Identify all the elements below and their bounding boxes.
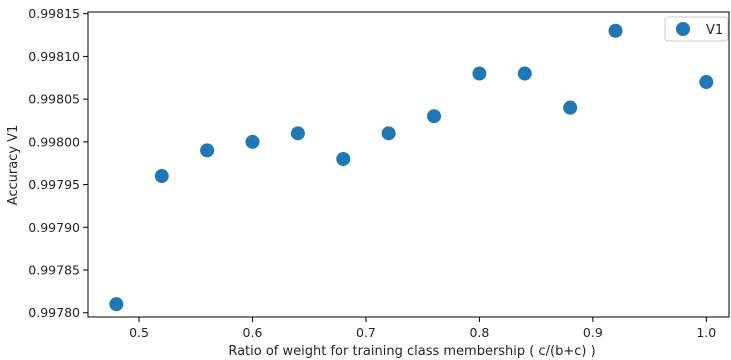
y-tick-label: 0.99800 <box>28 134 80 149</box>
data-point <box>427 109 442 124</box>
y-tick-label: 0.99785 <box>28 263 80 278</box>
data-point <box>109 297 124 312</box>
x-tick-label: 0.5 <box>129 325 149 340</box>
legend-label: V1 <box>706 23 723 38</box>
x-tick-label: 0.6 <box>243 325 263 340</box>
data-point <box>472 66 487 81</box>
y-tick-label: 0.99815 <box>28 6 80 21</box>
data-point <box>517 66 532 81</box>
y-tick-label: 0.99795 <box>28 177 80 192</box>
y-axis: 0.99780 0.99785 0.99790 0.99795 0.99800 0.998… <box>28 6 88 320</box>
x-tick-label: 0.9 <box>583 325 603 340</box>
data-point <box>336 151 351 166</box>
data-point <box>245 134 260 149</box>
legend: V1 <box>664 16 729 42</box>
data-point <box>381 126 396 141</box>
legend-marker <box>676 22 690 36</box>
x-axis-label: Ratio of weight for training class membe… <box>228 344 595 359</box>
x-tick-label: 0.7 <box>356 325 376 340</box>
data-point <box>200 143 215 158</box>
y-tick-label: 0.99805 <box>28 92 80 107</box>
x-axis: 0.5 0.6 0.7 0.8 0.9 1.0 <box>129 317 716 340</box>
data-point <box>563 100 578 115</box>
x-tick-label: 0.8 <box>469 325 489 340</box>
y-axis-label: Accuracy V1 <box>6 125 21 206</box>
y-tick-label: 0.99790 <box>28 220 80 235</box>
y-tick-label: 0.99780 <box>28 305 80 320</box>
data-point <box>608 23 623 38</box>
x-tick-label: 1.0 <box>696 325 716 340</box>
data-point <box>290 126 305 141</box>
data-points <box>109 23 714 312</box>
y-tick-label: 0.99810 <box>28 49 80 64</box>
data-point <box>699 75 714 90</box>
data-point <box>154 169 169 184</box>
plot-area <box>87 11 730 318</box>
